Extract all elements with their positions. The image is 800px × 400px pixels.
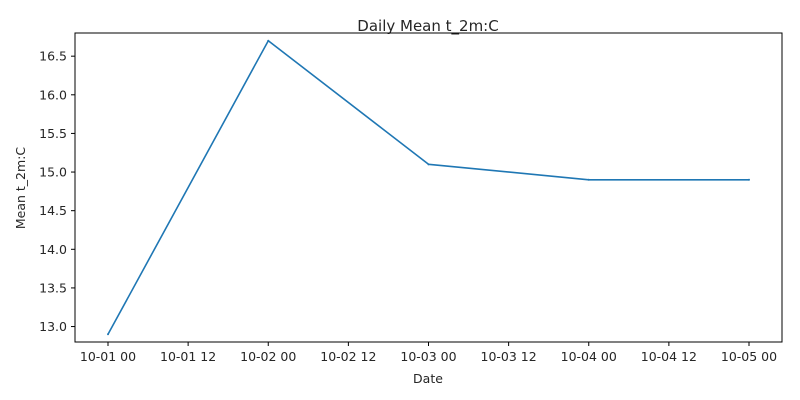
y-tick-label: 14.5 [39, 203, 67, 218]
x-tick-label: 10-04 00 [561, 349, 617, 364]
y-tick-label: 15.5 [39, 126, 67, 141]
x-axis: 10-01 00 10-01 12 10-02 00 10-02 12 10-03 00… [80, 342, 777, 364]
y-axis: 13.0 13.5 14.0 14.5 15.0 15.5 16.0 16.5 [39, 49, 75, 334]
chart-title: Daily Mean t_2m:C [357, 17, 498, 36]
y-tick-label: 15.0 [39, 165, 67, 180]
y-tick-label: 16.5 [39, 49, 67, 64]
data-point [587, 178, 590, 181]
y-tick-label: 13.0 [39, 319, 67, 334]
y-tick-label: 16.0 [39, 87, 67, 102]
x-tick-label: 10-04 12 [641, 349, 697, 364]
x-tick-label: 10-01 12 [160, 349, 216, 364]
data-point [267, 39, 270, 42]
data-point [427, 163, 430, 166]
x-tick-label: 10-03 12 [481, 349, 537, 364]
x-axis-title: Date [413, 371, 443, 386]
x-tick-label: 10-05 00 [721, 349, 777, 364]
x-tick-label: 10-01 00 [80, 349, 136, 364]
series-line [107, 39, 749, 335]
x-tick-label: 10-02 00 [240, 349, 296, 364]
y-tick-label: 13.5 [39, 280, 67, 295]
data-point [107, 333, 109, 336]
plot-area [74, 32, 783, 343]
x-tick-label: 10-03 00 [400, 349, 456, 364]
data-point [748, 178, 750, 181]
y-axis-title: Mean t_2m:C [13, 147, 28, 230]
y-tick-label: 14.0 [39, 242, 67, 257]
series-layer [107, 39, 750, 336]
x-tick-label: 10-02 12 [320, 349, 376, 364]
